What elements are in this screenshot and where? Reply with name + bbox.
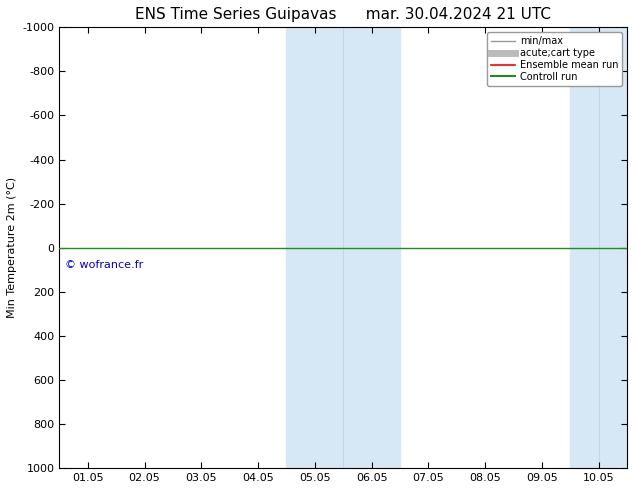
Bar [571, 27, 627, 468]
Bar [287, 27, 400, 468]
Legend: min/max, acute;cart type, Ensemble mean run, Controll run: min/max, acute;cart type, Ensemble mean … [487, 32, 622, 86]
Y-axis label: Min Temperature 2m (°C): Min Temperature 2m (°C) [7, 177, 17, 318]
Title: ENS Time Series Guipavas      mar. 30.04.2024 21 UTC: ENS Time Series Guipavas mar. 30.04.2024… [135, 7, 551, 22]
Text: © wofrance.fr: © wofrance.fr [65, 260, 143, 270]
